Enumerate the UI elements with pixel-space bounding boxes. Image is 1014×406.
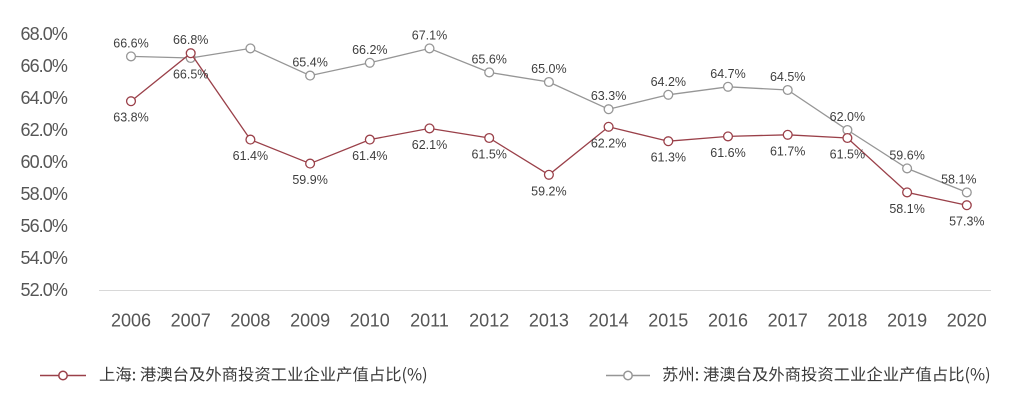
svg-text:65.0%: 65.0% [531,62,566,76]
svg-text:59.6%: 59.6% [889,148,924,162]
svg-text:61.4%: 61.4% [352,149,387,163]
svg-text:59.9%: 59.9% [292,173,327,187]
svg-text:2020: 2020 [947,310,987,330]
svg-text:64.5%: 64.5% [770,70,805,84]
svg-text:2015: 2015 [648,310,688,330]
svg-text:2013: 2013 [529,310,569,330]
svg-text:64.0%: 64.0% [20,88,67,108]
svg-text:66.2%: 66.2% [352,43,387,57]
svg-text:54.0%: 54.0% [20,248,67,268]
svg-text:2010: 2010 [350,310,390,330]
svg-text:2012: 2012 [469,310,509,330]
svg-text:2009: 2009 [290,310,330,330]
svg-text:68.0%: 68.0% [20,24,67,44]
svg-text:66.0%: 66.0% [20,56,67,76]
svg-text:57.3%: 57.3% [949,215,984,229]
svg-text:58.1%: 58.1% [889,202,924,216]
svg-text:63.3%: 63.3% [591,89,626,103]
svg-text:66.8%: 66.8% [173,33,208,47]
svg-text:2007: 2007 [171,310,211,330]
svg-text:66.5%: 66.5% [173,68,208,82]
svg-text:58.1%: 58.1% [941,172,976,186]
svg-text:62.1%: 62.1% [412,138,447,152]
svg-text:2019: 2019 [887,310,927,330]
svg-text:61.5%: 61.5% [471,148,506,162]
svg-text:61.3%: 61.3% [651,151,686,165]
svg-text:56.0%: 56.0% [20,216,67,236]
svg-text:59.2%: 59.2% [531,184,566,198]
svg-text:61.4%: 61.4% [233,149,268,163]
svg-text:62.0%: 62.0% [830,110,865,124]
svg-text:2016: 2016 [708,310,748,330]
svg-text:64.2%: 64.2% [651,75,686,89]
svg-text:2018: 2018 [827,310,867,330]
svg-text:65.4%: 65.4% [292,56,327,70]
svg-text:65.6%: 65.6% [471,52,506,66]
svg-text:2014: 2014 [589,310,629,330]
svg-text:66.6%: 66.6% [113,36,148,50]
svg-text:67.1%: 67.1% [412,28,447,42]
svg-text:2008: 2008 [230,310,270,330]
svg-text:2006: 2006 [111,310,151,330]
svg-text:52.0%: 52.0% [20,280,67,300]
svg-text:2017: 2017 [768,310,808,330]
svg-text:63.8%: 63.8% [113,111,148,125]
svg-text:61.7%: 61.7% [770,144,805,158]
svg-text:60.0%: 60.0% [20,152,67,172]
svg-text:61.5%: 61.5% [830,148,865,162]
svg-text:62.2%: 62.2% [591,136,626,150]
svg-text:2011: 2011 [410,310,449,330]
svg-text:61.6%: 61.6% [710,146,745,160]
svg-text:62.0%: 62.0% [20,120,67,140]
svg-text:58.0%: 58.0% [20,184,67,204]
svg-text:64.7%: 64.7% [710,67,745,81]
